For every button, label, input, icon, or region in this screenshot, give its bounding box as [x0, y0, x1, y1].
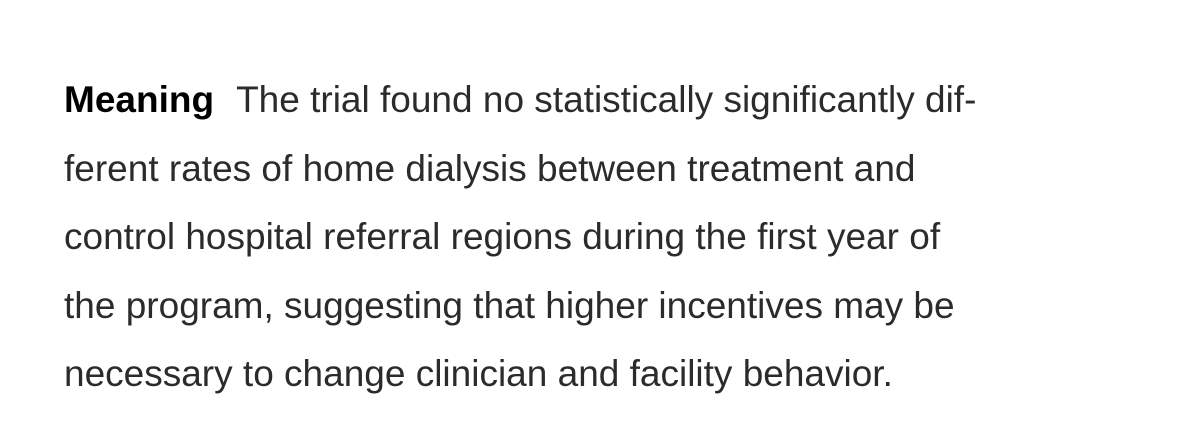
abstract-paragraph: Meaning The trial found no statistically … — [64, 66, 1184, 409]
section-label: Meaning — [64, 79, 215, 120]
line-text: The trial found no statistically signifi… — [236, 79, 977, 120]
text-line: ferent rates of home dialysis between tr… — [64, 147, 916, 189]
text-line: Meaning The trial found no statistically … — [64, 66, 1184, 135]
text-line: the program, suggesting that higher ince… — [64, 284, 955, 326]
text-line: control hospital referral regions during… — [64, 216, 941, 257]
text-line: necessary to change clinician and facili… — [64, 353, 893, 394]
